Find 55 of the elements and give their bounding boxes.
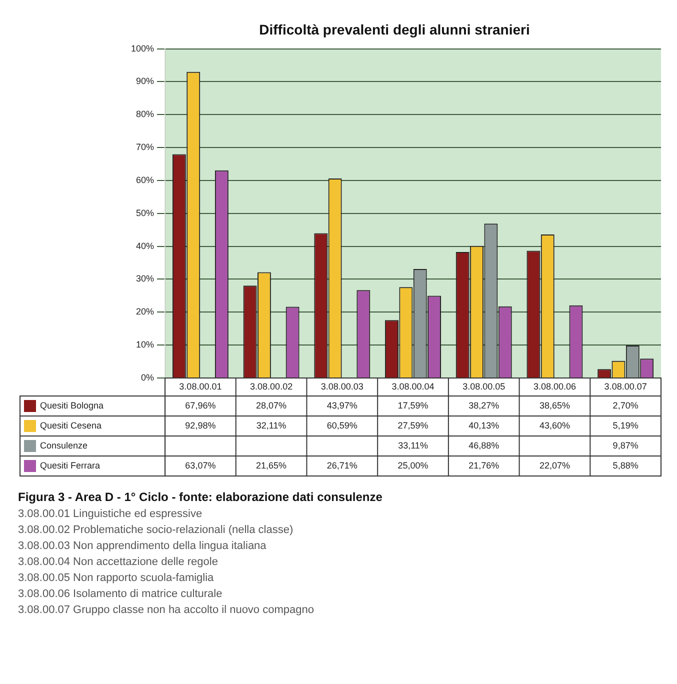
x-tick-label: 3.08.00.06 (533, 381, 576, 392)
data-label: 40,13% (468, 420, 500, 430)
text: 3.08.00.06 Isolamento di matrice culturale (17, 587, 224, 602)
data-label: 27,59% (398, 420, 428, 430)
y-tick-label: 60% (136, 174, 154, 185)
text: 3.08.00.03 Non apprendimento della lingua italiana (17, 539, 268, 554)
data-label: 33,11% (398, 440, 428, 450)
chart-title: Difficoltà prevalenti degli alunni stranieri (259, 21, 530, 38)
text: 3.08.00.04 Non accettazione delle regole (17, 555, 219, 570)
data-label: 67,96% (185, 400, 216, 410)
data-label: 28,07% (256, 400, 287, 410)
data-label: 92,98% (185, 420, 216, 430)
data-label: 43,60% (539, 420, 570, 430)
text: 3.08.00.01 Linguistiche ed espressive (17, 507, 204, 522)
legend-label: Quesiti Bologna (40, 400, 104, 410)
text: Figura 3 - Area D - 1° Ciclo - fonte: elaborazione dati consulenze (17, 489, 384, 506)
x-tick-label: 3.08.00.01 (179, 381, 222, 392)
data-label: 60,59% (326, 420, 358, 430)
y-tick-label: 10% (136, 340, 154, 350)
text: 3.08.00.02 Problematiche socio-relazionali (nella classe) (17, 523, 294, 538)
data-label: 63,07% (185, 460, 216, 470)
y-tick-label: 90% (136, 76, 154, 86)
text: 3.08.00.07 Gruppo classe non ha accolto il nuovo compagno (17, 603, 315, 618)
data-label: 22,07% (539, 460, 570, 470)
legend-label: Quesiti Ferrara (40, 460, 100, 470)
data-label: 26,71% (326, 460, 358, 470)
y-tick-label: 40% (136, 240, 154, 251)
x-tick-label: 3.08.00.02 (250, 381, 293, 392)
data-label: 46,88% (468, 440, 500, 450)
legend-label: Quesiti Cesena (40, 420, 102, 430)
data-label: 5,88% (612, 460, 638, 470)
data-label: 21,65% (256, 460, 287, 470)
x-tick-label: 3.08.00.03 (320, 381, 364, 392)
y-tick-label: 70% (136, 142, 154, 152)
y-tick-label: 0% (141, 372, 154, 382)
data-label: 38,65% (539, 400, 570, 410)
y-tick-label: 80% (136, 109, 154, 120)
text: 3.08.00.05 Non rapporto scuola-famiglia (17, 571, 215, 586)
y-tick-label: 50% (136, 208, 154, 218)
data-label: 5,19% (612, 420, 638, 430)
y-tick-label: 30% (136, 274, 154, 284)
data-label: 21,76% (468, 460, 500, 470)
y-tick-label: 100% (130, 43, 154, 54)
x-tick-label: 3.08.00.07 (604, 381, 647, 392)
data-label: 25,00% (398, 460, 428, 470)
data-label: 2,70% (612, 400, 638, 410)
data-label: 17,59% (398, 400, 428, 410)
x-tick-label: 3.08.00.04 (392, 381, 434, 392)
y-tick-label: 20% (136, 306, 154, 317)
data-label: 43,97% (326, 400, 358, 410)
data-label: 9,87% (612, 440, 638, 450)
data-label: 32,11% (256, 420, 286, 430)
data-label: 38,27% (468, 400, 500, 410)
legend-label: Consulenze (40, 440, 88, 450)
x-tick-label: 3.08.00.05 (462, 381, 506, 392)
